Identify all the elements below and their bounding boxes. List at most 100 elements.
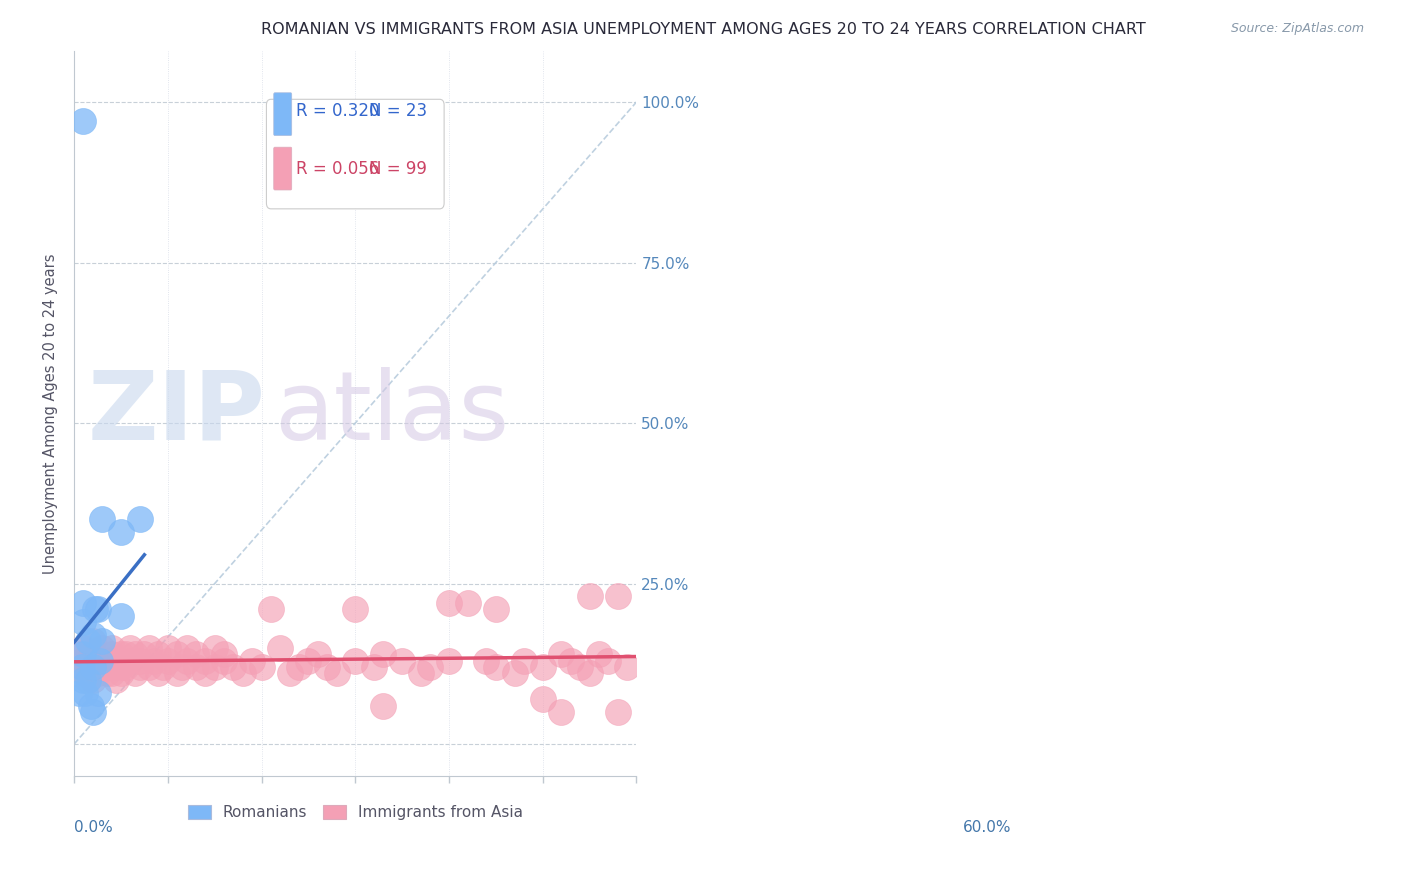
Point <box>105 654 128 668</box>
Point <box>100 660 122 674</box>
Point <box>100 666 122 681</box>
Point <box>72 114 94 128</box>
Point <box>373 647 395 661</box>
Legend: Romanians, Immigrants from Asia: Romanians, Immigrants from Asia <box>181 799 529 827</box>
Point <box>485 602 508 616</box>
Point <box>80 647 103 661</box>
FancyBboxPatch shape <box>274 147 291 190</box>
Point <box>72 647 94 661</box>
Text: ROMANIAN VS IMMIGRANTS FROM ASIA UNEMPLOYMENT AMONG AGES 20 TO 24 YEARS CORRELAT: ROMANIAN VS IMMIGRANTS FROM ASIA UNEMPLO… <box>260 22 1146 37</box>
Text: atlas: atlas <box>274 367 509 460</box>
Point <box>373 698 395 713</box>
Text: N = 99: N = 99 <box>370 160 427 178</box>
Point <box>75 686 97 700</box>
Point <box>70 654 93 668</box>
Point <box>77 673 100 687</box>
Point <box>138 640 160 655</box>
Point <box>156 654 179 668</box>
Point <box>77 654 100 668</box>
Point <box>222 660 245 674</box>
Point <box>578 590 600 604</box>
FancyBboxPatch shape <box>274 93 291 136</box>
Point <box>86 647 108 661</box>
Point <box>72 596 94 610</box>
Point <box>569 660 592 674</box>
Point <box>560 654 582 668</box>
Point <box>91 634 114 648</box>
Point <box>128 660 150 674</box>
Point <box>344 602 367 616</box>
Point <box>91 654 114 668</box>
Point <box>82 628 104 642</box>
Point <box>89 654 111 668</box>
Text: R = 0.056: R = 0.056 <box>297 160 380 178</box>
Point <box>120 654 142 668</box>
Point <box>114 660 136 674</box>
Point <box>269 640 291 655</box>
Point <box>316 660 339 674</box>
Point <box>409 666 432 681</box>
Point <box>156 640 179 655</box>
Point <box>110 660 132 674</box>
Point <box>110 608 132 623</box>
Point <box>91 640 114 655</box>
Point <box>96 666 118 681</box>
Point <box>194 666 217 681</box>
Point <box>194 654 217 668</box>
Point <box>128 512 150 526</box>
Point <box>100 640 122 655</box>
Point <box>114 647 136 661</box>
Point <box>72 615 94 629</box>
Point <box>82 705 104 719</box>
Point <box>391 654 413 668</box>
Point <box>176 640 198 655</box>
Point <box>297 654 319 668</box>
Point <box>616 660 638 674</box>
Point <box>80 698 103 713</box>
Point <box>77 634 100 648</box>
Text: Source: ZipAtlas.com: Source: ZipAtlas.com <box>1230 22 1364 36</box>
Point <box>475 654 498 668</box>
Point <box>288 660 311 674</box>
Point <box>212 654 235 668</box>
Point <box>166 666 188 681</box>
Point <box>588 647 610 661</box>
Point <box>134 647 156 661</box>
Point <box>77 673 100 687</box>
Point <box>148 647 170 661</box>
Point <box>128 654 150 668</box>
Point <box>278 666 301 681</box>
Point <box>82 634 104 648</box>
Point <box>363 660 385 674</box>
Point <box>344 654 367 668</box>
Point <box>110 654 132 668</box>
Point <box>138 660 160 674</box>
Point <box>96 654 118 668</box>
Point <box>72 640 94 655</box>
Text: R = 0.320: R = 0.320 <box>297 102 380 120</box>
Point <box>83 602 105 616</box>
Point <box>124 647 146 661</box>
Point <box>148 666 170 681</box>
Point <box>120 640 142 655</box>
Point <box>100 647 122 661</box>
Point <box>578 666 600 681</box>
Text: 60.0%: 60.0% <box>963 820 1011 835</box>
FancyBboxPatch shape <box>266 99 444 209</box>
Point <box>91 512 114 526</box>
Point <box>142 654 165 668</box>
Point <box>105 673 128 687</box>
Point <box>531 660 554 674</box>
Point <box>86 602 108 616</box>
Point <box>250 660 273 674</box>
Point <box>86 686 108 700</box>
Point <box>166 647 188 661</box>
Point <box>70 660 93 674</box>
Point <box>83 660 105 674</box>
Point <box>531 692 554 706</box>
Point <box>110 666 132 681</box>
Point <box>86 666 108 681</box>
Point <box>110 647 132 661</box>
Text: N = 23: N = 23 <box>370 102 427 120</box>
Point <box>240 654 263 668</box>
